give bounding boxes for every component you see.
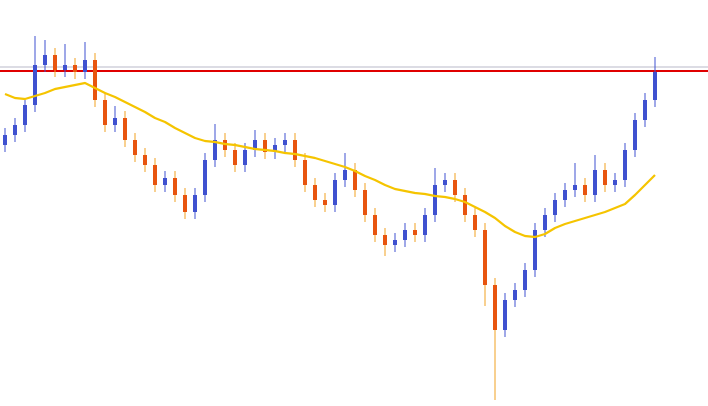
moving-average — [4, 81, 656, 239]
candle-body — [513, 290, 517, 300]
candle-body — [193, 195, 197, 212]
candle-body — [273, 145, 277, 152]
candle-body — [263, 140, 267, 152]
candle-body — [373, 215, 377, 235]
candle-body — [33, 65, 37, 105]
candle-body — [623, 150, 627, 180]
candle-body — [103, 100, 107, 125]
candle-body — [523, 270, 527, 290]
candle-body — [603, 170, 607, 185]
candle-body — [43, 55, 47, 65]
candle-body — [93, 60, 97, 100]
candle-body — [3, 135, 7, 145]
candle-body — [433, 185, 437, 215]
candle-body — [143, 155, 147, 165]
candle-body — [173, 178, 177, 195]
candle-body — [313, 185, 317, 200]
candle-body — [253, 140, 257, 150]
candle-body — [653, 72, 657, 100]
candle-body — [443, 180, 447, 185]
candle-body — [383, 235, 387, 245]
candle-body — [23, 105, 27, 125]
candle-body — [503, 300, 507, 330]
candle-body — [163, 178, 167, 185]
candle-body — [73, 65, 77, 72]
candle-body — [613, 180, 617, 185]
candle-body — [133, 140, 137, 155]
candle-body — [333, 180, 337, 205]
candle-body — [633, 120, 637, 150]
candle-body — [483, 230, 487, 285]
candle-body — [583, 185, 587, 195]
candle-body — [553, 200, 557, 215]
candle-body — [533, 230, 537, 270]
candle-body — [353, 170, 357, 190]
candle-body — [63, 65, 67, 70]
candle-body — [183, 195, 187, 212]
candle-body — [123, 118, 127, 140]
candle-body — [473, 215, 477, 230]
candle-body — [283, 140, 287, 145]
candle-body — [573, 185, 577, 190]
candle-body — [403, 230, 407, 240]
candle-body — [233, 150, 237, 165]
candle-body — [153, 165, 157, 185]
candle-body — [343, 170, 347, 180]
candle-body — [493, 285, 497, 330]
candle-body — [213, 140, 217, 160]
candle-body — [203, 160, 207, 195]
candle-body — [293, 140, 297, 160]
candle-body — [393, 240, 397, 245]
candle-body — [543, 215, 547, 230]
candle-body — [323, 200, 327, 205]
candle-body — [243, 150, 247, 165]
candle-body — [563, 190, 567, 200]
candle-body — [53, 55, 57, 70]
candle-body — [303, 160, 307, 185]
candle-body — [593, 170, 597, 195]
candle-body — [463, 195, 467, 215]
candle-body — [83, 60, 87, 72]
candle-body — [113, 118, 117, 125]
candle-body — [363, 190, 367, 215]
candle-body — [423, 215, 427, 235]
candle-body — [13, 125, 17, 135]
candle-body — [413, 230, 417, 235]
candle-body — [643, 100, 647, 120]
candle-body — [453, 180, 457, 195]
